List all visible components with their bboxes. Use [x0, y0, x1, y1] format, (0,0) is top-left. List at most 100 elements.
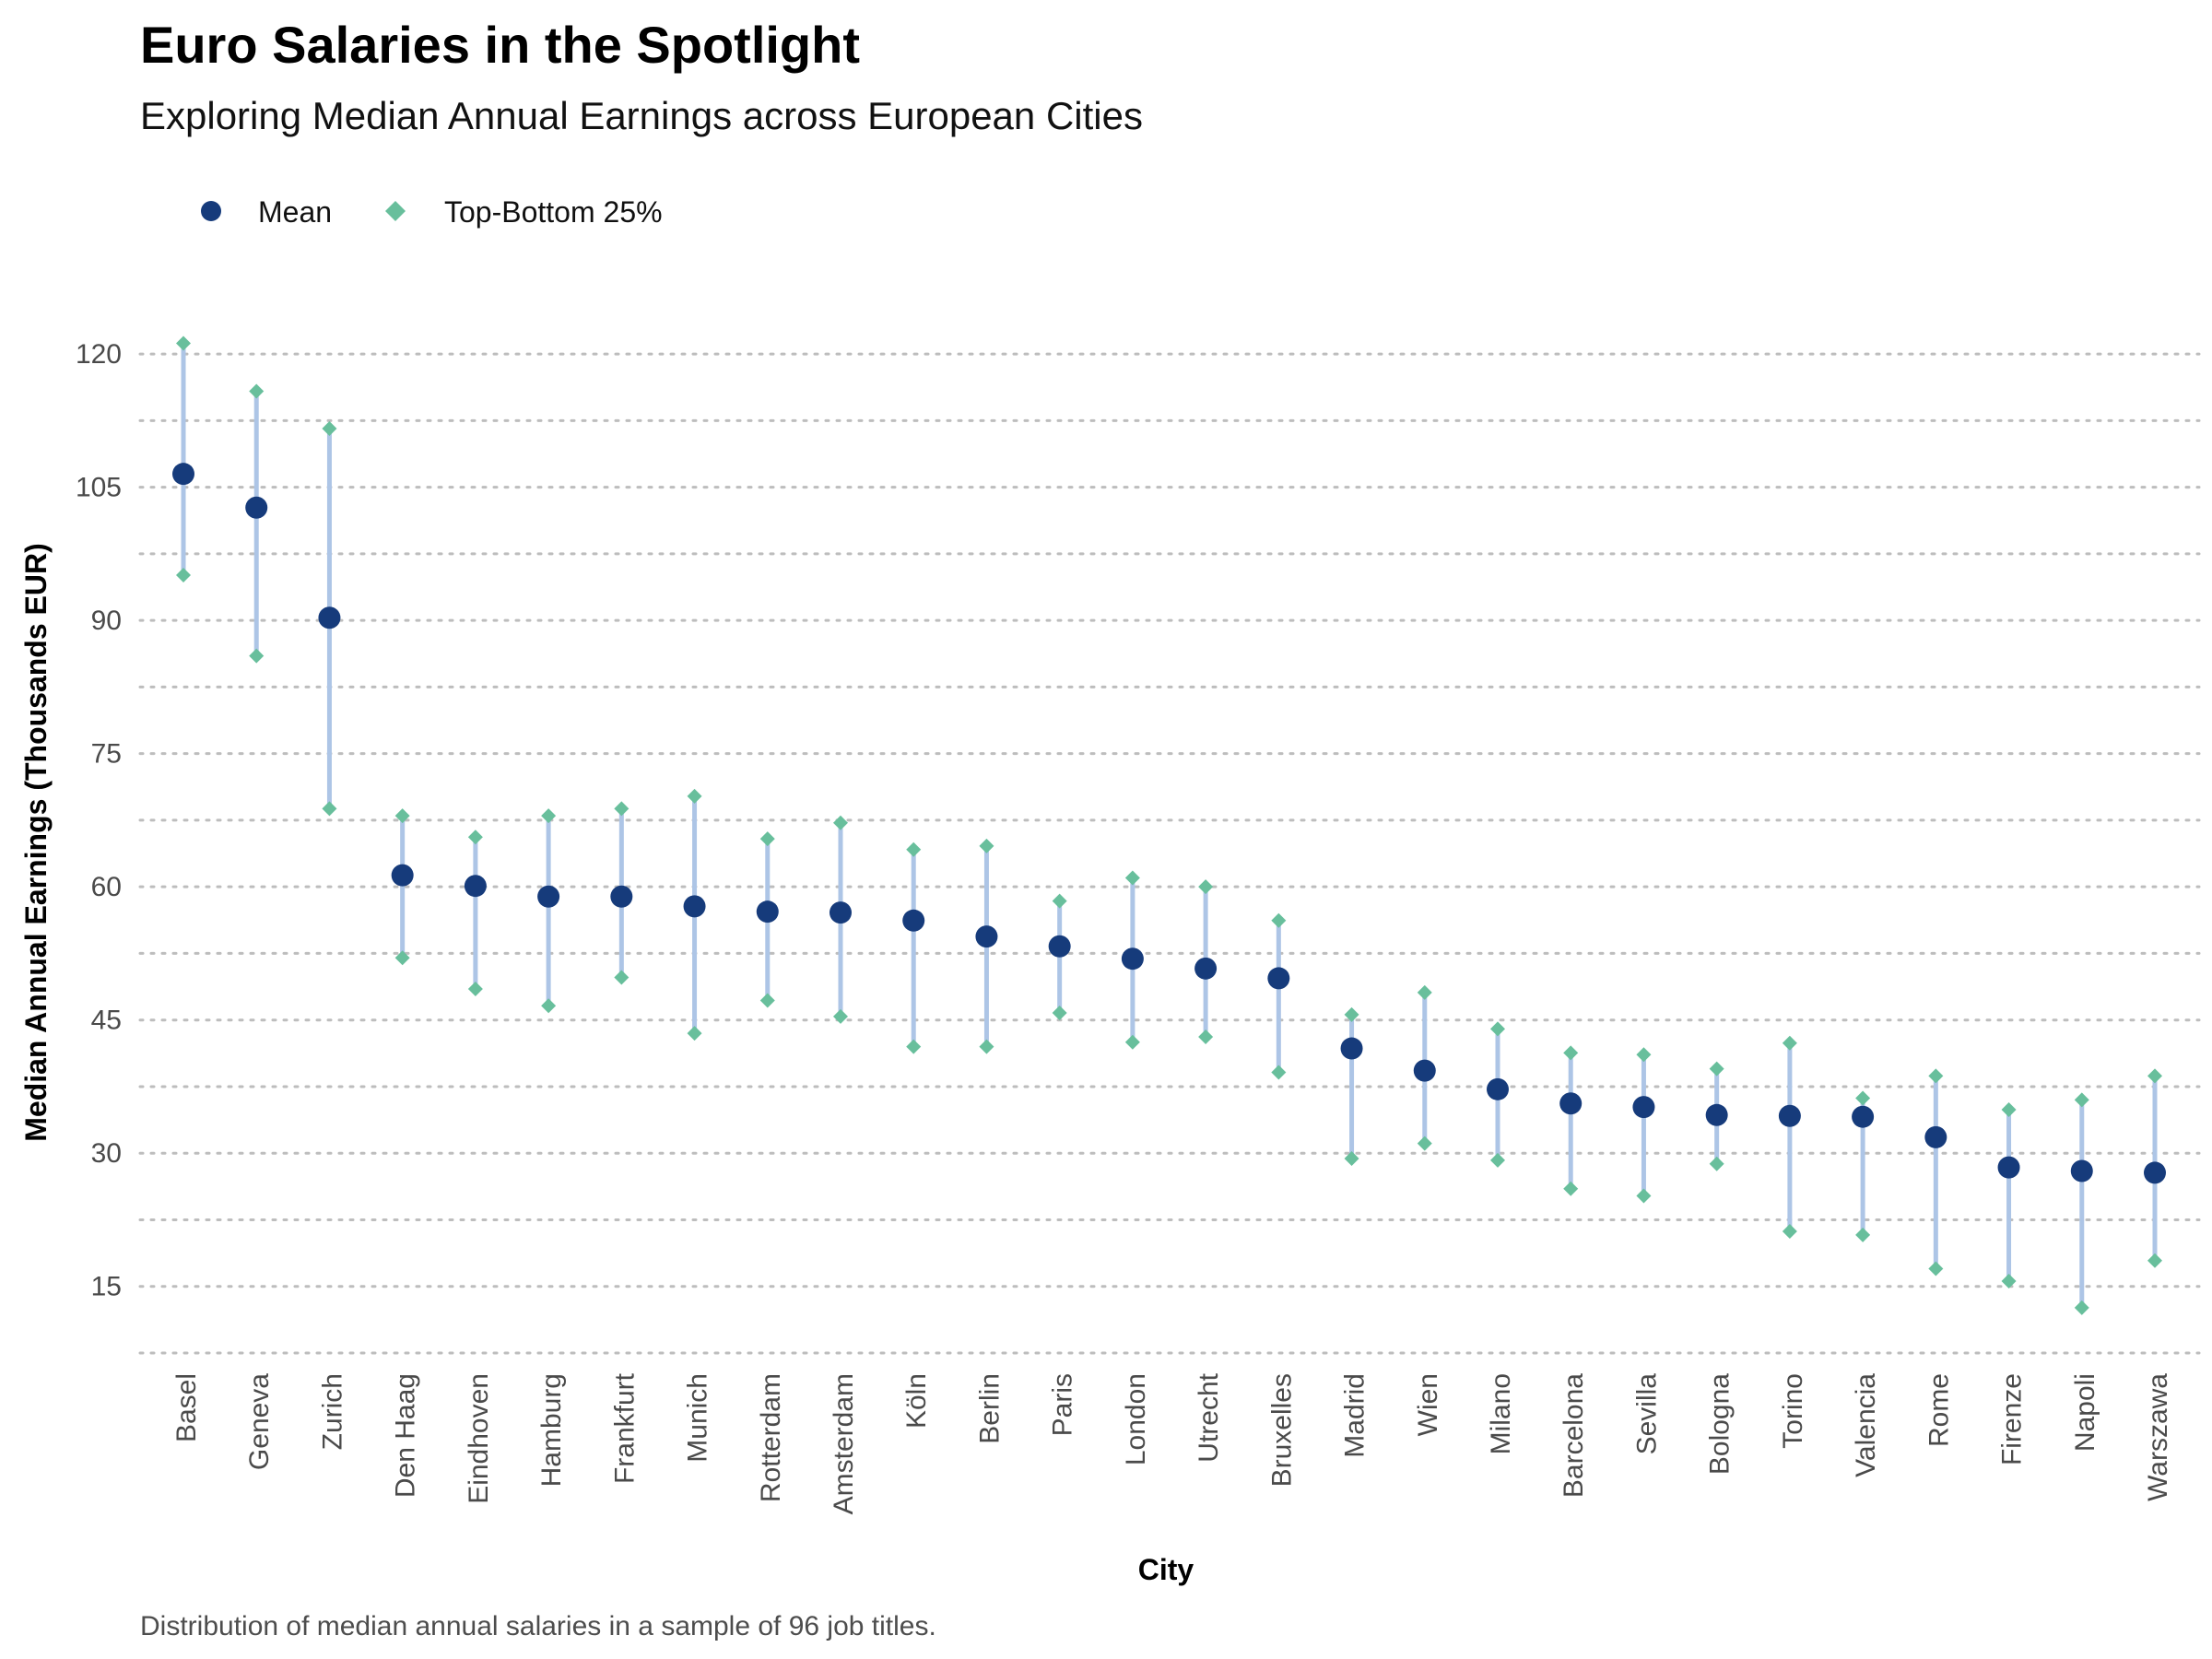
- mean-point-bruxelles: [1267, 967, 1290, 990]
- quartile-bottom-marker-den-haag: [394, 950, 410, 966]
- x-axis-ticks: Basel Geneva Zurich Den Haag Eindhoven Hambur…: [171, 1372, 2173, 1514]
- mean-point-amsterdam: [830, 901, 852, 924]
- mean-point-zurich: [318, 606, 341, 629]
- legend-mean-label: Mean: [258, 195, 332, 229]
- quartile-top-marker-berlin: [979, 838, 994, 853]
- x-tick-label-rome: Rome: [1924, 1373, 1954, 1447]
- quartile-bottom-marker-zurich: [322, 801, 337, 817]
- quartile-bottom-marker-rome: [1928, 1261, 1944, 1277]
- quartile-bottom-marker-bruxelles: [1271, 1065, 1287, 1080]
- legend-quartile-diamond-icon: [385, 201, 406, 221]
- mean-point-bologna: [1705, 1103, 1728, 1126]
- mean-point-koln: [902, 909, 925, 932]
- mean-point-warszawa: [2144, 1161, 2166, 1184]
- mean-point-napoli: [2070, 1159, 2093, 1182]
- x-tick-label-firenze: Firenze: [1997, 1373, 2028, 1465]
- quartile-top-marker-zurich: [322, 421, 337, 437]
- quartile-top-marker-frankfurt: [614, 801, 629, 817]
- y-tick-label-45: 45: [91, 1006, 122, 1036]
- quartile-bottom-marker-warszawa: [2147, 1253, 2162, 1268]
- y-axis-ticks: 15 30 45 60 75 90 105 120: [76, 339, 122, 1302]
- x-tick-label-koln: Köln: [901, 1373, 932, 1429]
- quartile-bottom-marker-frankfurt: [614, 970, 629, 985]
- x-tick-label-bruxelles: Bruxelles: [1266, 1373, 1297, 1487]
- mean-point-valencia: [1852, 1105, 1875, 1128]
- y-tick-label-120: 120: [76, 339, 122, 370]
- x-tick-label-berlin: Berlin: [974, 1373, 1005, 1444]
- mean-point-madrid: [1340, 1037, 1363, 1060]
- x-tick-label-geneva: Geneva: [244, 1373, 275, 1470]
- quartile-bottom-marker-sevilla: [1636, 1188, 1652, 1204]
- mean-point-sevilla: [1632, 1096, 1655, 1119]
- quartile-top-marker-milano: [1490, 1021, 1505, 1037]
- quartile-bottom-marker-basel: [176, 567, 191, 582]
- quartile-top-marker-bologna: [1709, 1061, 1724, 1077]
- quartile-top-marker-madrid: [1344, 1006, 1359, 1022]
- chart-caption: Distribution of median annual salaries i…: [140, 1611, 936, 1641]
- quartile-top-marker-sevilla: [1636, 1047, 1652, 1063]
- y-tick-label-60: 60: [91, 872, 122, 902]
- mean-point-barcelona: [1559, 1092, 1583, 1115]
- x-tick-label-basel: Basel: [171, 1373, 202, 1442]
- x-tick-label-bologna: Bologna: [1705, 1373, 1735, 1475]
- chart-subtitle: Exploring Median Annual Earnings across …: [140, 94, 1143, 137]
- quartile-top-marker-geneva: [249, 383, 265, 399]
- quartile-top-marker-den-haag: [394, 808, 410, 824]
- quartile-bottom-marker-valencia: [1855, 1227, 1871, 1242]
- quartile-bottom-marker-rotterdam: [759, 993, 775, 1008]
- legend: Mean Top-Bottom 25%: [201, 195, 663, 229]
- quartile-bottom-marker-london: [1124, 1034, 1140, 1050]
- y-tick-label-105: 105: [76, 473, 122, 503]
- quartile-bottom-marker-munich: [687, 1026, 702, 1041]
- quartile-bottom-marker-amsterdam: [833, 1008, 848, 1024]
- quartile-bottom-marker-geneva: [249, 648, 265, 664]
- mean-point-basel: [172, 463, 194, 486]
- x-tick-label-barcelona: Barcelona: [1559, 1373, 1589, 1498]
- y-tick-label-75: 75: [91, 739, 122, 770]
- quartile-top-marker-wien: [1417, 984, 1432, 1000]
- x-tick-label-paris: Paris: [1048, 1373, 1078, 1436]
- quartile-bottom-marker-utrecht: [1198, 1030, 1214, 1045]
- legend-quartile-label: Top-Bottom 25%: [444, 195, 663, 229]
- mean-point-rotterdam: [756, 900, 779, 924]
- quartile-bottom-marker-bologna: [1709, 1156, 1724, 1171]
- quartile-bottom-marker-milano: [1490, 1152, 1505, 1168]
- x-tick-label-sevilla: Sevilla: [1631, 1373, 1662, 1455]
- x-tick-label-den-haag: Den Haag: [391, 1373, 421, 1498]
- quartile-bottom-marker-hamburg: [541, 998, 557, 1014]
- x-tick-label-napoli: Napoli: [2070, 1373, 2100, 1452]
- quartile-bottom-marker-napoli: [2074, 1300, 2089, 1315]
- x-tick-label-zurich: Zurich: [317, 1373, 347, 1450]
- y-tick-label-15: 15: [91, 1272, 122, 1302]
- x-tick-label-frankfurt: Frankfurt: [609, 1372, 640, 1484]
- x-tick-label-munich: Munich: [683, 1373, 713, 1463]
- mean-point-paris: [1048, 935, 1071, 958]
- quartile-bottom-marker-paris: [1052, 1005, 1067, 1020]
- x-tick-label-rotterdam: Rotterdam: [756, 1373, 786, 1502]
- quartile-top-marker-rome: [1928, 1068, 1944, 1084]
- gridlines: [138, 352, 2201, 1355]
- quartile-top-marker-barcelona: [1563, 1045, 1579, 1061]
- mean-point-den-haag: [391, 864, 414, 887]
- quartile-top-marker-hamburg: [541, 808, 557, 824]
- quartile-top-marker-amsterdam: [833, 815, 848, 830]
- mean-point-eindhoven: [464, 875, 487, 898]
- mean-point-hamburg: [537, 885, 560, 908]
- quartile-top-marker-napoli: [2074, 1092, 2089, 1108]
- quartile-top-marker-eindhoven: [467, 830, 483, 845]
- x-axis-title: City: [1138, 1553, 1194, 1586]
- mean-point-torino: [1778, 1104, 1801, 1127]
- mean-point-geneva: [245, 496, 268, 519]
- quartile-top-marker-basel: [176, 335, 191, 351]
- quartile-bottom-marker-madrid: [1344, 1150, 1359, 1166]
- x-tick-label-london: London: [1121, 1373, 1151, 1465]
- y-tick-label-90: 90: [91, 606, 122, 636]
- mean-point-wien: [1413, 1059, 1436, 1082]
- mean-point-firenze: [1997, 1156, 2020, 1179]
- mean-points: [172, 463, 2166, 1184]
- x-tick-label-warszawa: Warszawa: [2143, 1373, 2173, 1501]
- quartile-top-marker-london: [1124, 870, 1140, 886]
- mean-point-milano: [1487, 1077, 1509, 1100]
